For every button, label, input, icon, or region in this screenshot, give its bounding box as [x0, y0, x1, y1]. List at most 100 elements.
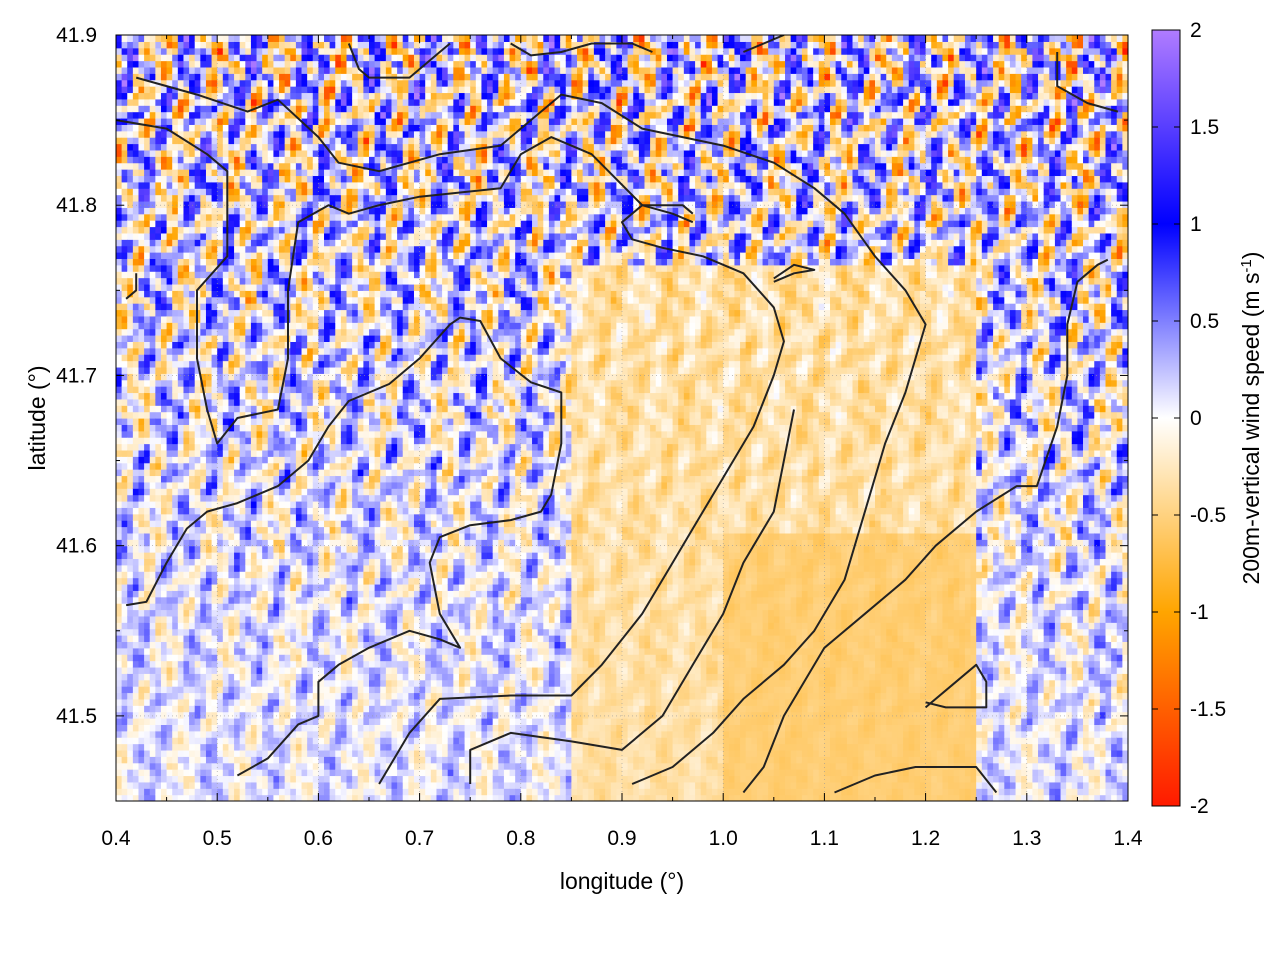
heatmap-cell — [250, 545, 258, 553]
heatmap-cell — [234, 443, 241, 451]
heatmap-cell — [273, 424, 280, 432]
heatmap-cell — [273, 347, 280, 355]
heatmap-cell — [312, 737, 319, 745]
heatmap-cell — [267, 769, 275, 777]
heatmap-cell — [189, 188, 196, 196]
heatmap-cell — [279, 252, 286, 260]
heatmap-cell — [329, 232, 336, 240]
heatmap-cell — [200, 207, 207, 215]
heatmap-cell — [200, 520, 207, 528]
heatmap-cell — [222, 475, 230, 483]
heatmap-cell — [340, 705, 348, 713]
heatmap-cell — [284, 673, 291, 681]
heatmap-cell — [324, 756, 331, 764]
heatmap-cell — [177, 124, 185, 132]
heatmap-cell — [155, 418, 162, 425]
heatmap-cell — [144, 328, 151, 336]
heatmap-cell — [149, 756, 156, 764]
heatmap-cell — [301, 430, 308, 438]
heatmap-cell — [211, 379, 218, 387]
heatmap-cell — [144, 711, 151, 719]
heatmap-cell — [183, 635, 190, 643]
heatmap-cell — [155, 532, 162, 540]
heatmap-cell — [335, 143, 342, 151]
heatmap-cell — [245, 220, 252, 228]
heatmap-cell — [324, 462, 331, 470]
heatmap-cell — [211, 494, 218, 502]
heatmap-cell — [279, 143, 286, 151]
heatmap-cell — [307, 500, 314, 508]
heatmap-cell — [183, 647, 190, 655]
heatmap-cell — [335, 341, 342, 349]
heatmap-cell — [318, 418, 325, 425]
heatmap-cell — [273, 303, 280, 311]
heatmap-cell — [295, 462, 303, 470]
heatmap-cell — [284, 679, 291, 687]
heatmap-cell — [279, 105, 286, 113]
heatmap-cell — [144, 271, 151, 279]
heatmap-cell — [155, 47, 162, 55]
heatmap-cell — [335, 418, 342, 425]
heatmap-cell — [234, 756, 241, 764]
heatmap-cell — [262, 277, 269, 285]
heatmap-cell — [189, 513, 196, 521]
heatmap-cell — [245, 475, 252, 483]
heatmap-cell — [335, 462, 342, 470]
heatmap-cell — [144, 641, 151, 649]
heatmap-cell — [234, 392, 241, 400]
heatmap-cell — [200, 462, 207, 470]
heatmap-cell — [329, 290, 336, 298]
heatmap-cell — [290, 360, 297, 368]
heatmap-cell — [279, 322, 286, 330]
heatmap-cell — [132, 686, 140, 694]
heatmap-cell — [138, 692, 145, 700]
heatmap-cell — [279, 398, 286, 406]
heatmap-cell — [166, 532, 173, 540]
heatmap-cell — [312, 500, 319, 508]
heatmap-cell — [239, 398, 246, 406]
heatmap-cell — [177, 500, 185, 508]
heatmap-cell — [121, 341, 128, 349]
heatmap-cell — [149, 794, 156, 801]
heatmap-cell — [324, 373, 331, 381]
heatmap-cell — [307, 47, 314, 55]
heatmap-cell — [166, 424, 173, 432]
heatmap-cell — [324, 47, 331, 55]
heatmap-cell — [189, 781, 196, 789]
heatmap-cell — [144, 418, 151, 425]
heatmap-cell — [205, 679, 213, 687]
heatmap-cell — [324, 200, 331, 208]
heatmap-cell — [132, 526, 140, 534]
heatmap-cell — [160, 539, 168, 547]
heatmap-cell — [307, 335, 314, 342]
heatmap-cell — [329, 711, 336, 719]
heatmap-cell — [284, 577, 291, 585]
heatmap-cell — [228, 418, 235, 425]
heatmap-cell — [239, 628, 246, 636]
heatmap-cell — [121, 386, 128, 394]
heatmap-cell — [211, 405, 218, 413]
heatmap-cell — [155, 539, 162, 547]
heatmap-cell — [160, 769, 168, 777]
heatmap-cell — [312, 200, 319, 208]
heatmap-cell — [256, 354, 263, 362]
heatmap-cell — [301, 60, 308, 68]
heatmap-cell — [144, 520, 151, 528]
heatmap-cell — [318, 737, 325, 745]
heatmap-cell — [234, 60, 241, 68]
heatmap-cell — [335, 558, 342, 566]
heatmap-cell — [307, 577, 314, 585]
heatmap-cell — [200, 290, 207, 298]
heatmap-cell — [138, 673, 145, 681]
heatmap-cell — [324, 609, 331, 617]
heatmap-cell — [307, 666, 314, 674]
heatmap-cell — [200, 220, 207, 228]
heatmap-cell — [222, 35, 230, 42]
heatmap-cell — [222, 130, 230, 138]
heatmap-cell — [211, 532, 218, 540]
heatmap-cell — [155, 794, 162, 801]
heatmap-cell — [217, 449, 224, 457]
heatmap-cell — [250, 252, 258, 260]
heatmap-cell — [307, 137, 314, 145]
heatmap-cell — [149, 315, 156, 323]
